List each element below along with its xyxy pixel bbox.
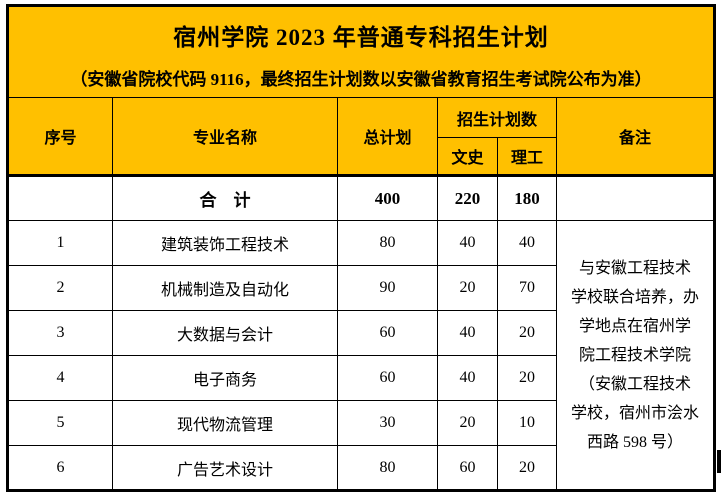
total-liberal-arts-value: 220: [437, 174, 498, 221]
table-row: 4 电子商务 60 40 20: [7, 355, 715, 401]
major-cell: 现代物流管理: [112, 400, 338, 446]
total-plan-cell: 60: [337, 355, 438, 401]
liberal-arts-cell: 60: [437, 445, 498, 491]
seq-cell: 3: [7, 310, 113, 356]
liberal-arts-cell: 20: [437, 265, 498, 311]
title-block: 宿州学院 2023 年普通专科招生计划 （安徽省院校代码 9116，最终招生计划…: [6, 5, 716, 98]
seq-cell: 2: [7, 265, 113, 311]
major-cell: 机械制造及自动化: [112, 265, 338, 311]
cursor-artifact: [717, 450, 721, 473]
seq-cell: 6: [7, 445, 113, 491]
total-remark-empty: [555, 174, 716, 221]
total-plan-cell: 80: [337, 445, 438, 491]
major-cell: 广告艺术设计: [112, 445, 338, 491]
table-row: 5 现代物流管理 30 20 10: [7, 400, 715, 446]
liberal-arts-cell: 40: [437, 355, 498, 401]
major-cell: 建筑装饰工程技术: [112, 220, 338, 266]
seq-cell: 5: [7, 400, 113, 446]
total-label: 合 计: [112, 174, 338, 221]
liberal-arts-cell: 40: [437, 310, 498, 356]
col-header-seq: 序号: [7, 97, 113, 176]
table-row: 3 大数据与会计 60 40 20: [7, 310, 715, 356]
total-science-value: 180: [497, 174, 557, 221]
table-row: 1 建筑装饰工程技术 80 40 40 与安徽工程技术 学校联合培养，办 学地点…: [7, 220, 716, 491]
total-seq-empty: [7, 174, 113, 221]
total-plan-value: 400: [337, 174, 438, 221]
seq-cell: 1: [7, 220, 113, 266]
table-row: 6 广告艺术设计 80 60 20: [7, 445, 715, 491]
total-plan-cell: 60: [337, 310, 438, 356]
liberal-arts-cell: 40: [437, 220, 498, 266]
total-plan-cell: 90: [337, 265, 438, 311]
seq-cell: 4: [7, 355, 113, 401]
total-plan-cell: 30: [337, 400, 438, 446]
col-header-science: 理工: [497, 137, 557, 176]
total-row: 合 计 400 220 180: [7, 174, 716, 221]
science-cell: 20: [497, 445, 557, 491]
science-cell: 70: [497, 265, 557, 311]
col-header-major: 专业名称: [112, 97, 338, 176]
header-row-bottom: 文史 理工: [8, 137, 715, 176]
enrollment-plan-table: 宿州学院 2023 年普通专科招生计划 （安徽省院校代码 9116，最终招生计划…: [6, 4, 717, 492]
page-subtitle: （安徽省院校代码 9116，最终招生计划数以安徽省教育招生考试院公布为准）: [70, 70, 652, 89]
major-cell: 大数据与会计: [112, 310, 338, 356]
total-plan-cell: 80: [337, 220, 438, 266]
remark-cell: 与安徽工程技术 学校联合培养，办 学地点在宿州学 院工程技术学院 （安徽工程技术…: [555, 220, 716, 491]
title-block-row: 宿州学院 2023 年普通专科招生计划 （安徽省院校代码 9116，最终招生计划…: [6, 5, 716, 98]
col-header-plan-group: 招生计划数: [437, 97, 557, 138]
liberal-arts-cell: 20: [437, 400, 498, 446]
table-row: 2 机械制造及自动化 90 20 70: [7, 265, 715, 311]
science-cell: 20: [497, 355, 557, 401]
col-header-remark: 备注: [555, 97, 716, 176]
col-header-liberal-arts: 文史: [437, 137, 498, 176]
major-cell: 电子商务: [112, 355, 338, 401]
page-title: 宿州学院 2023 年普通专科招生计划: [173, 25, 549, 50]
science-cell: 40: [497, 220, 557, 266]
science-cell: 20: [497, 310, 557, 356]
header-row-top: 序号 专业名称 总计划 招生计划数 备注: [7, 97, 716, 176]
col-header-total-plan: 总计划: [337, 97, 438, 176]
science-cell: 10: [497, 400, 557, 446]
